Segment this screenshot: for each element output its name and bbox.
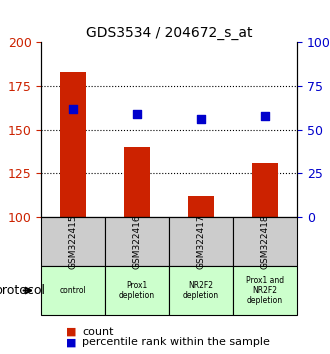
FancyBboxPatch shape: [105, 266, 169, 315]
FancyBboxPatch shape: [233, 217, 297, 266]
Text: GSM322416: GSM322416: [133, 214, 142, 269]
Text: NR2F2
depletion: NR2F2 depletion: [183, 281, 219, 300]
Title: GDS3534 / 204672_s_at: GDS3534 / 204672_s_at: [86, 26, 252, 40]
Text: percentile rank within the sample: percentile rank within the sample: [82, 337, 270, 347]
Text: Prox1
depletion: Prox1 depletion: [119, 281, 155, 300]
Text: Prox1 and
NR2F2
depletion: Prox1 and NR2F2 depletion: [246, 276, 284, 306]
Text: control: control: [60, 286, 86, 295]
Text: GSM322418: GSM322418: [260, 214, 270, 269]
FancyBboxPatch shape: [41, 266, 105, 315]
FancyBboxPatch shape: [169, 217, 233, 266]
FancyBboxPatch shape: [105, 217, 169, 266]
Text: protocol: protocol: [0, 284, 46, 297]
FancyBboxPatch shape: [41, 217, 105, 266]
Bar: [124, 147, 150, 217]
Point: [198, 116, 204, 122]
FancyBboxPatch shape: [233, 266, 297, 315]
Text: ■: ■: [66, 326, 77, 337]
Text: ■: ■: [66, 337, 77, 347]
Bar: [188, 196, 214, 217]
Bar: [252, 163, 278, 217]
Text: GSM322417: GSM322417: [197, 214, 206, 269]
Point: [71, 106, 76, 112]
Bar: [60, 72, 86, 217]
Point: [262, 113, 268, 119]
Point: [135, 111, 140, 117]
Text: count: count: [82, 326, 114, 337]
FancyBboxPatch shape: [169, 266, 233, 315]
Text: GSM322415: GSM322415: [69, 214, 78, 269]
